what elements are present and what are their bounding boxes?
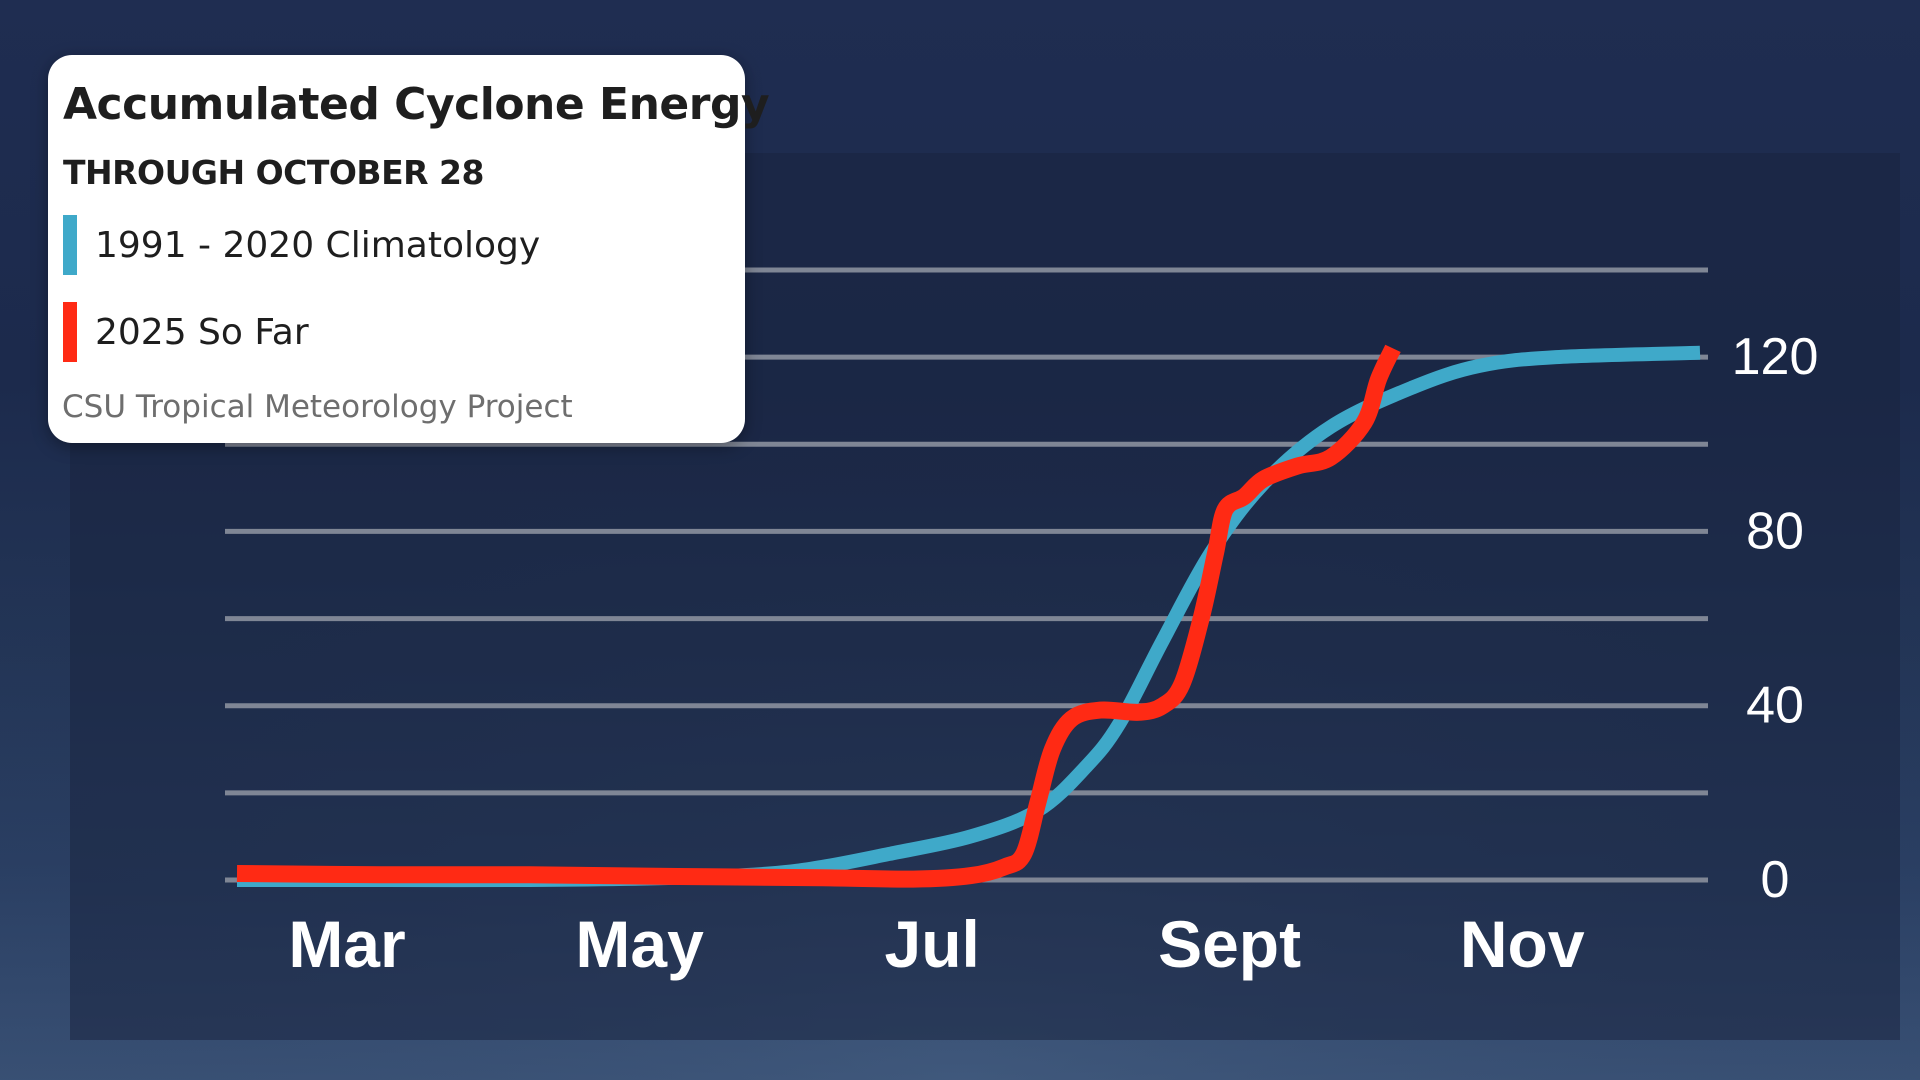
legend-swatch-2025 xyxy=(63,302,77,362)
legend-entry-climatology: 1991 - 2020 Climatology xyxy=(63,215,540,275)
y-tick-label-40: 40 xyxy=(1746,677,1804,735)
x-tick-label-sept: Sept xyxy=(1158,907,1301,981)
legend-card: Accumulated Cyclone Energy THROUGH OCTOB… xyxy=(48,55,770,443)
series-line-2025 xyxy=(236,344,1401,888)
x-tick-label-mar: Mar xyxy=(288,907,405,981)
x-tick-label-nov: Nov xyxy=(1460,907,1585,981)
chart-title: Accumulated Cyclone Energy xyxy=(63,79,770,130)
legend-label-climatology: 1991 - 2020 Climatology xyxy=(95,224,541,266)
chart-subtitle: THROUGH OCTOBER 28 xyxy=(63,153,484,192)
legend-swatch-climatology xyxy=(63,215,77,275)
x-tick-label-jul: Jul xyxy=(885,907,980,981)
y-tick-label-80: 80 xyxy=(1746,502,1804,560)
x-tick-label-may: May xyxy=(575,907,704,981)
y-tick-label-120: 120 xyxy=(1732,328,1819,386)
legend-entry-2025: 2025 So Far xyxy=(63,302,309,362)
y-tick-label-0: 0 xyxy=(1761,851,1790,909)
source-credit: CSU Tropical Meteorology Project xyxy=(62,389,573,425)
legend-label-2025: 2025 So Far xyxy=(95,311,309,353)
